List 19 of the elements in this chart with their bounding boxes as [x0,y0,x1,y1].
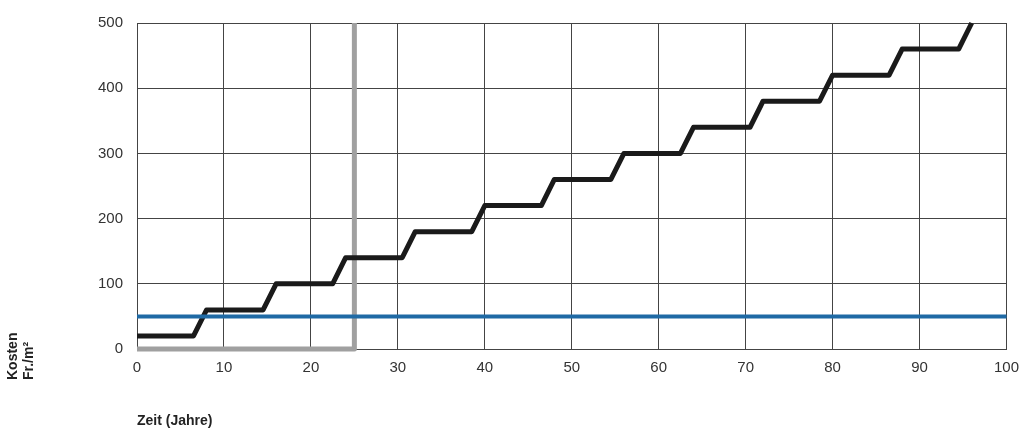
x-axis-title: Zeit (Jahre) [137,412,213,428]
y-tick-label: 300 [97,143,123,161]
y-tick-label: 100 [97,273,123,291]
x-tick-label: 80 [824,358,841,376]
x-tick-label: 20 [302,358,320,376]
x-tick-label: 40 [476,358,494,376]
y-tick-label: 0 [114,339,123,357]
x-tick-label: 70 [737,358,754,376]
x-tick-label: 90 [911,358,928,376]
y-tick-label: 400 [97,78,123,96]
x-tick-label: 50 [563,358,581,376]
x-tick-label: 30 [389,358,407,376]
x-tick-label: 10 [215,358,233,376]
x-tick-label: 100 [993,358,1019,376]
y-tick-label: 200 [97,208,123,226]
y-tick-label: 500 [97,13,123,31]
y-axis-title: Kosten Fr./m² [4,332,36,380]
x-tick-label: 60 [650,358,668,376]
x-tick-label: 0 [132,358,142,376]
